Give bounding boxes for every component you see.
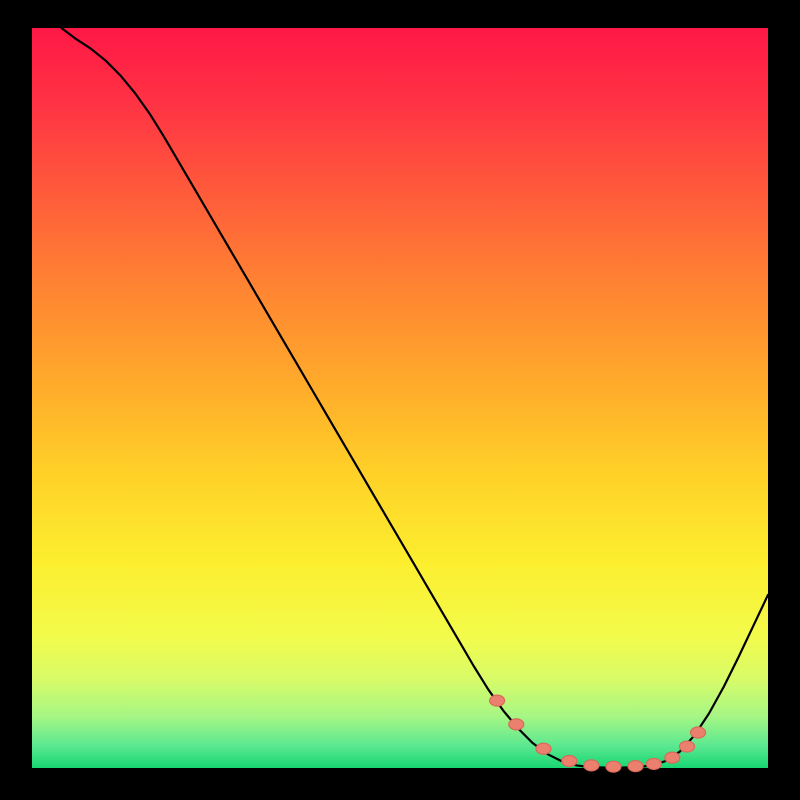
- chart-gradient-bg: [32, 28, 768, 768]
- chart-frame: TheBottleneck.com: [0, 0, 800, 800]
- curve-marker: [680, 741, 695, 752]
- bottleneck-chart: [0, 0, 800, 800]
- curve-marker: [584, 760, 599, 771]
- curve-marker: [536, 743, 551, 754]
- curve-marker: [562, 755, 577, 766]
- curve-marker: [509, 719, 524, 730]
- curve-marker: [665, 752, 680, 763]
- curve-marker: [646, 758, 661, 769]
- curve-marker: [628, 761, 643, 772]
- curve-marker: [606, 761, 621, 772]
- curve-marker: [490, 695, 505, 706]
- curve-marker: [691, 727, 706, 738]
